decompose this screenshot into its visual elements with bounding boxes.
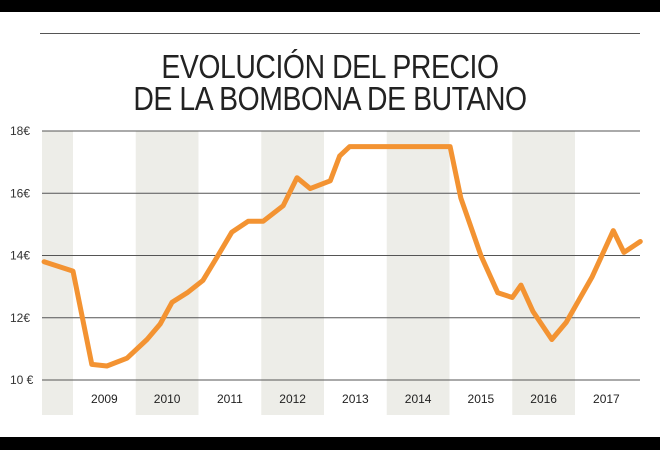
title-rule bbox=[40, 33, 640, 34]
y-tick-label: 12€ bbox=[10, 311, 30, 325]
x-tick-label: 2017 bbox=[593, 392, 620, 406]
top-black-bar bbox=[0, 0, 660, 12]
chart-title-line-2: DE LA BOMBONA DE BUTANO bbox=[133, 80, 527, 117]
shaded-year-band bbox=[386, 131, 450, 415]
shaded-year-band bbox=[512, 131, 575, 415]
x-tick-label: 2009 bbox=[91, 392, 118, 406]
chart-title-line-1: EVOLUCIÓN DEL PRECIO bbox=[161, 48, 499, 85]
x-tick-label: 2011 bbox=[217, 392, 243, 406]
y-tick-label: 18€ bbox=[10, 124, 30, 138]
y-tick-label: 14€ bbox=[10, 249, 30, 263]
bottom-black-bar bbox=[0, 437, 660, 450]
shaded-year-band bbox=[42, 131, 73, 415]
x-tick-label: 2010 bbox=[154, 392, 181, 406]
y-tick-label: 16€ bbox=[10, 186, 30, 200]
x-tick-label: 2013 bbox=[342, 392, 369, 406]
x-tick-label: 2015 bbox=[468, 392, 495, 406]
y-tick-label: 10 € bbox=[10, 373, 34, 387]
x-tick-label: 2016 bbox=[530, 392, 557, 406]
x-tick-label: 2014 bbox=[405, 392, 432, 406]
x-tick-label: 2012 bbox=[279, 392, 306, 406]
shaded-year-band bbox=[135, 131, 199, 415]
shaded-year-band bbox=[261, 131, 324, 415]
